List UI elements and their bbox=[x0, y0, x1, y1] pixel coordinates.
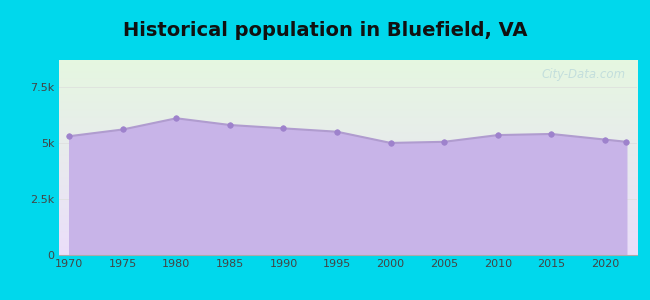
Text: Historical population in Bluefield, VA: Historical population in Bluefield, VA bbox=[123, 21, 527, 40]
Text: City-Data.com: City-Data.com bbox=[541, 68, 625, 81]
